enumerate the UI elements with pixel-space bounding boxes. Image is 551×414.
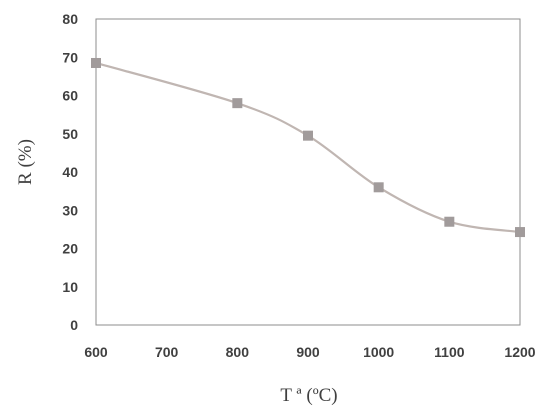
data-point-marker (303, 130, 313, 141)
x-tick-label: 1100 (434, 344, 465, 360)
y-tick-label: 70 (62, 49, 78, 65)
y-tick-label: 20 (62, 241, 78, 257)
plot-area (95, 18, 521, 326)
y-tick-label: 30 (62, 202, 78, 218)
y-axis-label: R (%) (15, 139, 36, 185)
x-tick-label: 1200 (504, 344, 535, 360)
y-tick-label: 50 (62, 126, 78, 142)
data-point-marker (91, 57, 101, 68)
data-point-marker (444, 216, 455, 227)
x-axis-label: T ª (ºC) (280, 385, 337, 406)
y-tick-label: 60 (62, 88, 78, 104)
y-tick-label: 40 (62, 164, 78, 180)
x-tick-label: 800 (226, 344, 250, 360)
series-markers (91, 57, 525, 238)
data-point-marker (515, 227, 525, 238)
y-tick-label: 0 (70, 317, 78, 333)
y-tick-label: 80 (62, 11, 78, 27)
x-tick-label: 700 (155, 344, 179, 360)
x-tick-labels: 600 700 800 900 1000 1100 1200 (84, 344, 535, 360)
data-point-marker (373, 182, 384, 193)
x-tick-label: 600 (84, 344, 108, 360)
data-point-marker (232, 98, 243, 109)
x-tick-label: 900 (296, 344, 320, 360)
y-tick-labels: 0 10 20 30 40 50 60 70 80 (62, 11, 78, 333)
x-tick-label: 1000 (363, 344, 394, 360)
y-tick-label: 10 (62, 279, 78, 295)
